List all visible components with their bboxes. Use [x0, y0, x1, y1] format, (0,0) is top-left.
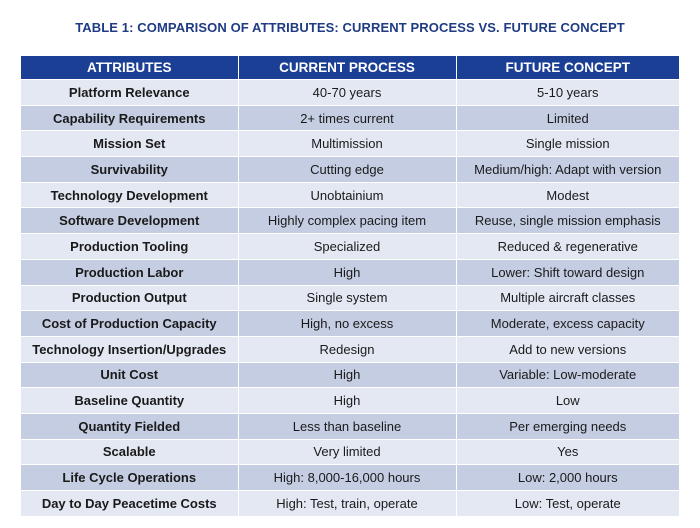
current-process-cell: Redesign: [238, 335, 457, 363]
header-future-concept: FUTURE CONCEPT: [456, 56, 679, 80]
future-concept-cell: Add to new versions: [456, 335, 679, 363]
attribute-cell: Survivability: [21, 156, 239, 183]
attribute-cell: Technology Insertion/Upgrades: [21, 335, 239, 363]
header-row: ATTRIBUTES CURRENT PROCESS FUTURE CONCEP…: [21, 56, 679, 80]
attribute-cell: Platform Relevance: [21, 79, 239, 106]
table-row: Technology Insertion/Upgrades Redesign A…: [21, 335, 679, 363]
attribute-cell: Baseline Quantity: [21, 387, 239, 414]
future-concept-cell: Limited: [456, 104, 679, 131]
table-row: Production Output Single system Multiple…: [21, 284, 679, 311]
future-concept-cell: Multiple aircraft classes: [456, 284, 679, 311]
current-process-cell: Highly complex pacing item: [238, 207, 457, 234]
attribute-cell: Software Development: [21, 207, 239, 234]
future-concept-cell: Per emerging needs: [456, 412, 679, 440]
attribute-cell: Cost of Production Capacity: [21, 310, 239, 337]
table-row: Cost of Production Capacity High, no exc…: [21, 310, 679, 337]
table-row: Scalable Very limited Yes: [21, 438, 679, 465]
current-process-cell: Very limited: [238, 438, 457, 465]
future-concept-cell: Moderate, excess capacity: [456, 310, 679, 337]
attribute-cell: Mission Set: [21, 130, 239, 157]
header-current-process: CURRENT PROCESS: [238, 56, 457, 80]
current-process-cell: High: [238, 258, 457, 285]
future-concept-cell: Reuse, single mission emphasis: [456, 207, 679, 234]
table-row: Life Cycle Operations High: 8,000-16,000…: [21, 464, 679, 491]
current-process-cell: Cutting edge: [238, 156, 457, 183]
attribute-cell: Quantity Fielded: [21, 412, 239, 440]
table-row: Technology Development Unobtainium Modes…: [21, 181, 679, 208]
current-process-cell: Less than baseline: [238, 412, 457, 440]
current-process-cell: High, no excess: [238, 310, 457, 337]
current-process-cell: Unobtainium: [238, 181, 457, 208]
future-concept-cell: Modest: [456, 181, 679, 208]
current-process-cell: 40-70 years: [238, 79, 457, 106]
current-process-cell: 2+ times current: [238, 104, 457, 131]
future-concept-cell: Single mission: [456, 130, 679, 157]
future-concept-cell: Low: 2,000 hours: [456, 464, 679, 491]
table-row: Capability Requirements 2+ times current…: [21, 104, 679, 131]
attribute-cell: Production Output: [21, 284, 239, 311]
table-row: Survivability Cutting edge Medium/high: …: [21, 156, 679, 183]
current-process-cell: Specialized: [238, 233, 457, 260]
attribute-cell: Production Tooling: [21, 233, 239, 260]
attribute-cell: Life Cycle Operations: [21, 464, 239, 491]
future-concept-cell: Low: [456, 387, 679, 414]
future-concept-cell: Reduced & regenerative: [456, 233, 679, 260]
table-row: Baseline Quantity High Low: [21, 387, 679, 414]
current-process-cell: Multimission: [238, 130, 457, 157]
attribute-cell: Day to Day Peacetime Costs: [21, 489, 239, 516]
table-title: TABLE 1: COMPARISON OF ATTRIBUTES: CURRE…: [75, 20, 625, 35]
attribute-cell: Capability Requirements: [21, 104, 239, 131]
future-concept-cell: 5-10 years: [456, 79, 679, 106]
attribute-cell: Production Labor: [21, 258, 239, 285]
table-row: Mission Set Multimission Single mission: [21, 130, 679, 157]
header-attributes: ATTRIBUTES: [21, 56, 239, 80]
table-row: Platform Relevance 40-70 years 5-10 year…: [21, 79, 679, 106]
table-row: Day to Day Peacetime Costs High: Test, t…: [21, 489, 679, 516]
future-concept-cell: Medium/high: Adapt with version: [456, 156, 679, 183]
current-process-cell: High: Test, train, operate: [238, 489, 457, 516]
comparison-table: ATTRIBUTES CURRENT PROCESS FUTURE CONCEP…: [21, 56, 679, 516]
table-row: Production Tooling Specialized Reduced &…: [21, 233, 679, 260]
attribute-cell: Technology Development: [21, 181, 239, 208]
table-row: Software Development Highly complex paci…: [21, 207, 679, 234]
attribute-cell: Scalable: [21, 438, 239, 465]
future-concept-cell: Variable: Low-moderate: [456, 361, 679, 388]
current-process-cell: High: [238, 361, 457, 388]
table-row: Production Labor High Lower: Shift towar…: [21, 258, 679, 285]
future-concept-cell: Lower: Shift toward design: [456, 258, 679, 285]
table-row: Unit Cost High Variable: Low-moderate: [21, 361, 679, 388]
current-process-cell: High: [238, 387, 457, 414]
attribute-cell: Unit Cost: [21, 361, 239, 388]
future-concept-cell: Low: Test, operate: [456, 489, 679, 516]
current-process-cell: Single system: [238, 284, 457, 311]
table-row: Quantity Fielded Less than baseline Per …: [21, 412, 679, 440]
future-concept-cell: Yes: [456, 438, 679, 465]
current-process-cell: High: 8,000-16,000 hours: [238, 464, 457, 491]
